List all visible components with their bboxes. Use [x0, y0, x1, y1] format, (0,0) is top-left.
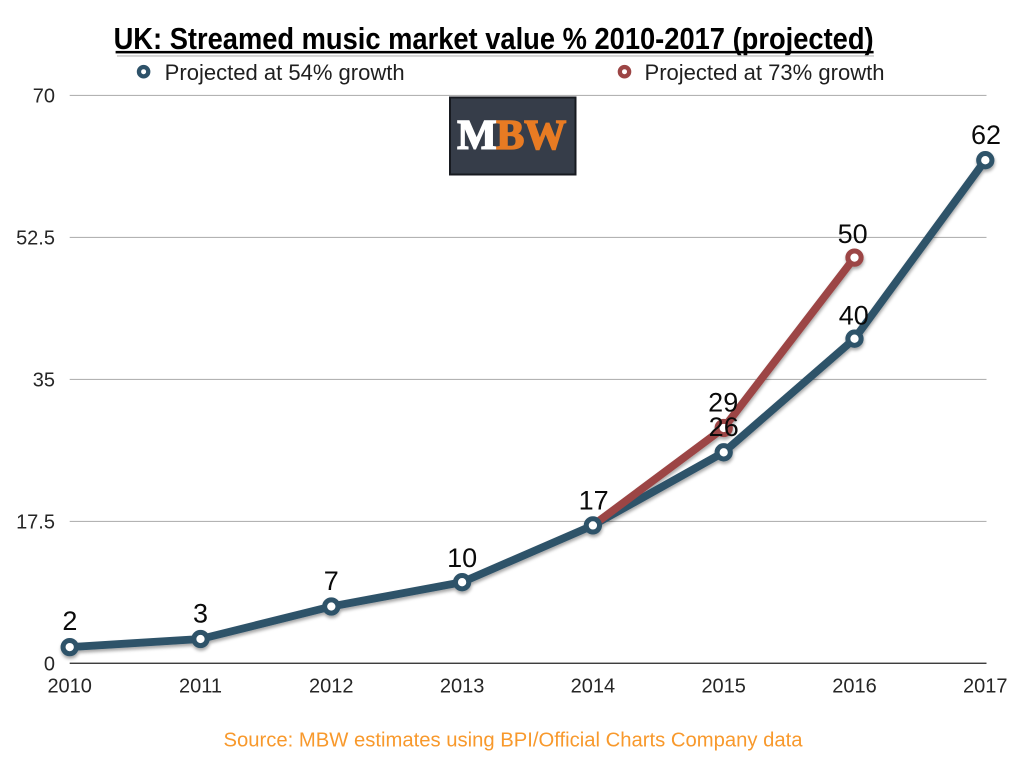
svg-text:10: 10: [447, 543, 477, 573]
svg-text:62: 62: [971, 120, 1001, 150]
svg-text:Projected at 54% growth: Projected at 54% growth: [165, 60, 405, 85]
svg-text:2010: 2010: [47, 675, 92, 697]
svg-text:17: 17: [579, 485, 609, 515]
svg-text:BW: BW: [496, 113, 566, 159]
svg-text:2011: 2011: [179, 675, 222, 697]
svg-text:40: 40: [839, 300, 869, 330]
svg-text:2017: 2017: [963, 675, 1008, 697]
svg-text:M: M: [457, 113, 497, 159]
svg-text:70: 70: [33, 86, 55, 108]
svg-text:2: 2: [62, 606, 77, 636]
svg-text:35: 35: [33, 370, 55, 392]
svg-text:UK: Streamed music market valu: UK: Streamed music market value % 2010-2…: [114, 21, 874, 56]
svg-text:7: 7: [324, 566, 339, 596]
svg-text:29: 29: [708, 387, 738, 417]
svg-text:26: 26: [709, 412, 739, 442]
svg-text:2016: 2016: [832, 675, 877, 697]
svg-text:2015: 2015: [701, 675, 746, 697]
svg-text:Source: MBW estimates using BP: Source: MBW estimates using BPI/Official…: [224, 730, 804, 752]
svg-text:0: 0: [44, 654, 55, 676]
svg-text:50: 50: [838, 219, 868, 249]
svg-text:3: 3: [193, 599, 208, 629]
svg-text:2012: 2012: [309, 675, 354, 697]
svg-text:Projected at 73% growth: Projected at 73% growth: [645, 60, 885, 85]
svg-text:17.5: 17.5: [16, 512, 55, 534]
svg-text:2013: 2013: [440, 675, 485, 697]
svg-text:52.5: 52.5: [16, 228, 55, 250]
svg-text:2014: 2014: [571, 675, 616, 697]
